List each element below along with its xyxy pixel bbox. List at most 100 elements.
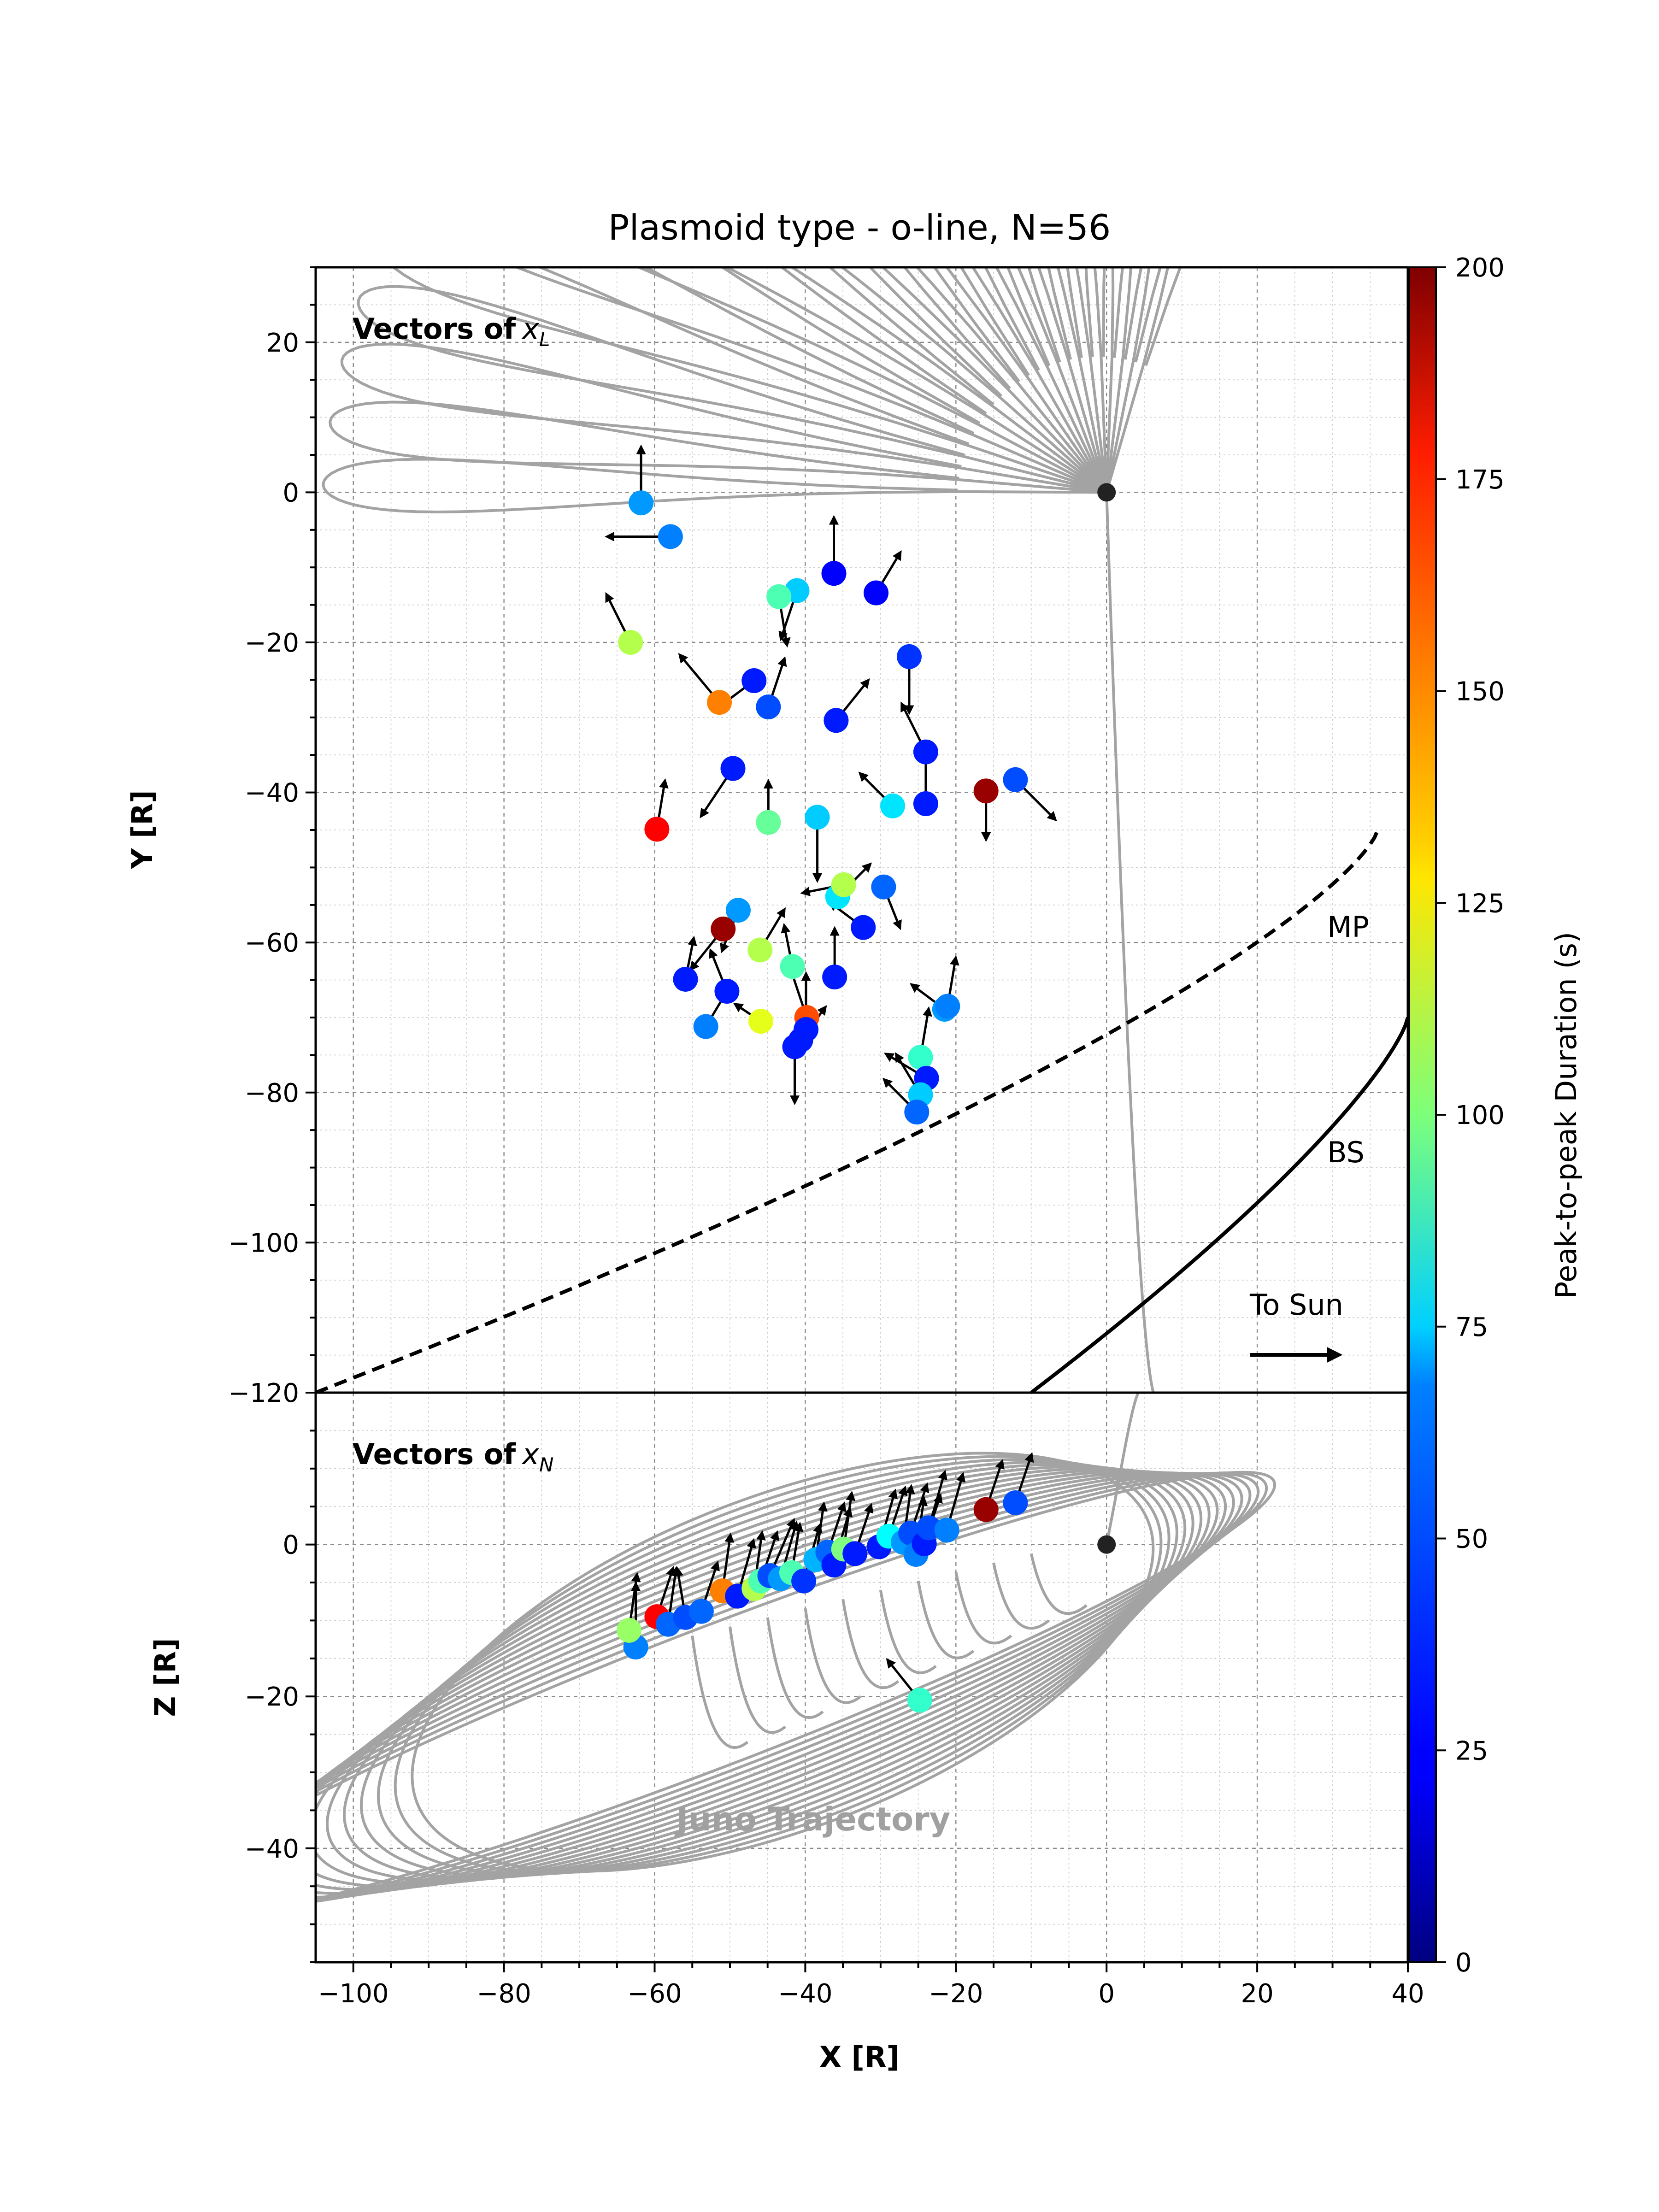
bottom-panel: Juno Trajectory −40 −20 0 Vectors of xN Z [… [148,1391,1409,1964]
trajectory-orbit [316,1468,1211,1888]
top-panel-label: Vectors of xL [353,312,550,351]
bottom-y-axis-title: Z [R] [148,1638,182,1717]
trajectory-arc [954,1571,1012,1645]
trajectory-orbit [357,285,1107,494]
trajectory-orbit [316,1471,1235,1899]
colorbar-ticks: 0 25 50 75 100 125 150 175 200 [1436,253,1505,1978]
trajectory-orbit [377,1458,1171,1876]
data-point [871,874,896,900]
data-point [791,1568,817,1594]
annotation-to-sun: To Sun [1249,1288,1343,1322]
y-tick-label: −80 [245,1078,299,1108]
data-point [934,1518,959,1543]
trajectory-track [1105,492,1155,1393]
trajectory-arc [728,1626,786,1734]
trajectory-arc [691,1635,749,1749]
chart-title: Plasmoid type - o-line, N=56 [608,207,1111,248]
data-point [766,584,792,609]
x-tick-label: −60 [627,1979,682,2009]
trajectory-arc [766,1617,824,1719]
y-tick-label: −20 [245,628,299,658]
y-tick-label: 0 [282,478,299,508]
data-point [935,994,960,1019]
trajectory-orbit [316,1470,1219,1891]
top-frame [314,266,1409,1394]
data-point [782,1034,807,1059]
data-point [821,561,847,586]
top-points [618,490,1028,1125]
data-point [973,1497,999,1522]
x-ticks: −100 −80 −60 −40 −20 0 20 40 [318,1962,1424,2009]
data-point [711,916,736,941]
annotation-mp: MP [1327,910,1369,944]
x-tick-label: −20 [929,1979,983,2009]
trajectory-orbit [322,458,1107,514]
data-point [780,954,805,979]
trajectory-orbit [513,267,1107,494]
data-point [707,690,732,715]
trajectory-arc [841,1599,900,1689]
trajectory-track [1105,1393,1140,1545]
juno-trajectory-label: Juno Trajectory [675,1800,951,1838]
colorbar-tick-label: 100 [1455,1100,1505,1130]
data-point [644,817,670,842]
trajectory-orbit [360,1460,1178,1877]
data-point [864,580,889,606]
data-point [725,898,751,923]
x-tick-label: 20 [1241,1979,1273,2009]
bottom-y-ticks: −40 −20 0 [245,1392,316,1963]
data-point [720,756,746,781]
trajectory-orbit [329,400,1107,494]
data-point [714,979,740,1004]
bottom-panel-label: Vectors of xN [353,1437,553,1476]
colorbar: 0 25 50 75 100 125 150 175 200 Peak-to-peak Dura… [1408,253,1583,1978]
data-point [756,810,781,835]
trajectory-orbit [411,1452,1155,1873]
trajectory-orbit [1105,267,1162,493]
data-point [824,708,849,733]
data-point [913,791,938,817]
colorbar-gradient [1408,266,1437,1963]
data-point [973,778,999,804]
colorbar-tick-label: 150 [1455,677,1505,707]
bottom-points [616,1490,1028,1713]
trajectory-orbit [316,1472,1252,1907]
x-tick-label: 40 [1391,1979,1424,2009]
colorbar-tick-label: 125 [1455,888,1505,918]
x-tick-label: 0 [1098,1979,1115,2009]
data-point [756,694,781,720]
colorbar-tick-label: 75 [1455,1312,1488,1342]
bow-shock-curve [1030,1017,1408,1393]
trajectory-orbit [391,267,1107,494]
trajectory-orbit [343,1463,1187,1880]
colorbar-title: Peak-to-peak Duration (s) [1549,932,1583,1299]
y-tick-label: −20 [245,1682,299,1712]
data-point [842,1541,868,1566]
data-point [908,1045,933,1070]
y-tick-label: 20 [266,328,299,358]
x-tick-label: −80 [477,1979,531,2009]
data-point [616,1618,641,1643]
trajectory-orbit [316,1471,1243,1903]
data-point [805,805,830,830]
y-tick-label: 0 [282,1530,299,1560]
data-point [1003,767,1028,792]
top-y-axis-title: Y [R] [125,790,159,870]
colorbar-tick-label: 200 [1455,253,1505,283]
bottom-trajectory [316,1393,1277,1922]
magnetopause-curve [316,829,1380,1393]
trajectory-orbit [316,1471,1227,1895]
x-axis-title: X [R] [819,2040,900,2074]
annotation-bs: BS [1327,1135,1365,1169]
trajectory-orbit [316,1471,1268,1917]
trajectory-arc [1030,1553,1088,1615]
data-point [822,965,847,990]
data-point [896,644,922,669]
y-tick-label: −100 [228,1228,299,1258]
trajectory-orbit [394,1455,1163,1874]
trajectory-arc [879,1589,937,1674]
trajectory-orbit [635,267,1107,494]
data-point [1003,1490,1028,1515]
y-tick-label: −40 [245,1834,299,1864]
data-point [748,1009,773,1034]
